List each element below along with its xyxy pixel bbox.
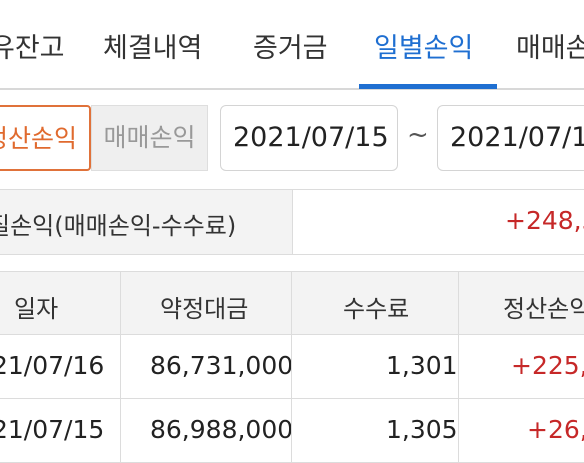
tab-trade-pnl[interactable]: 매매손 — [516, 33, 584, 64]
row-amount: 86,988,000 — [150, 415, 294, 444]
row-date: 21/07/16 — [0, 351, 105, 380]
trade-pnl-toggle[interactable]: 매매손익 — [91, 105, 208, 171]
tab-daily-pnl[interactable]: 일별손익 — [374, 33, 474, 64]
header-fee: 수수료 — [343, 295, 410, 323]
summary-label-cell: 질손익(매매손익-수수료) — [0, 190, 293, 254]
column-divider — [291, 272, 292, 463]
row-date: 21/07/15 — [0, 415, 105, 444]
row-pnl: +225,0 — [511, 351, 584, 380]
summary-label: 질손익(매매손익-수수료) — [0, 212, 237, 240]
row-amount: 86,731,000 — [150, 351, 294, 380]
column-divider — [458, 272, 459, 463]
tab-margin[interactable]: 증거금 — [253, 33, 328, 64]
row-fee: 1,305 — [386, 415, 458, 444]
table-header: 일자 약정대금 수수료 정산손익 — [0, 272, 584, 335]
row-pnl: +26,0 — [527, 415, 584, 444]
net-pnl-summary: 질손익(매매손익-수수료) +248,3 — [0, 189, 584, 255]
tab-balance[interactable]: 유잔고 — [0, 33, 65, 64]
summary-value: +248,3 — [505, 206, 584, 235]
end-date-field[interactable]: 2021/07/1 — [437, 105, 584, 171]
tab-bar: 유잔고 체결내역 증거금 일별손익 매매손 — [0, 0, 584, 90]
date-range-separator: ~ — [407, 120, 429, 150]
table-row[interactable]: 21/07/15 86,988,000 1,305 +26,0 — [0, 399, 584, 463]
start-date-field[interactable]: 2021/07/15 — [220, 105, 398, 171]
header-pnl: 정산손익 — [503, 295, 584, 323]
daily-pnl-table: 일자 약정대금 수수료 정산손익 21/07/16 86,731,000 1,3… — [0, 271, 584, 463]
active-tab-indicator — [359, 84, 497, 89]
tab-executions[interactable]: 체결내역 — [103, 33, 203, 64]
row-fee: 1,301 — [386, 351, 458, 380]
table-row[interactable]: 21/07/16 86,731,000 1,301 +225,0 — [0, 335, 584, 399]
column-divider — [120, 272, 121, 463]
settlement-pnl-toggle[interactable]: 정산손익 — [0, 105, 91, 171]
header-date: 일자 — [14, 295, 59, 323]
header-amount: 약정대금 — [160, 295, 249, 323]
